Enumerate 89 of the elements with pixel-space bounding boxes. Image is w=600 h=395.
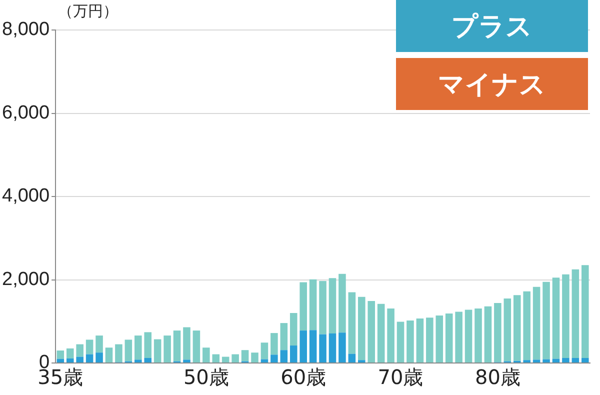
y-tick-label: 6,000 bbox=[2, 102, 50, 124]
bar bbox=[572, 269, 580, 358]
bar bbox=[338, 332, 346, 362]
bar bbox=[154, 339, 162, 362]
bar bbox=[532, 360, 540, 362]
bar bbox=[241, 350, 249, 362]
bar bbox=[348, 354, 356, 362]
bar bbox=[474, 308, 482, 362]
bar bbox=[406, 320, 414, 362]
x-tick-label: 60歳 bbox=[280, 365, 326, 390]
bar bbox=[542, 282, 550, 360]
bar bbox=[183, 360, 190, 362]
bar bbox=[348, 292, 356, 354]
bar bbox=[309, 279, 317, 330]
y-tick-label: 8,000 bbox=[2, 19, 50, 40]
bar bbox=[173, 330, 181, 362]
bar bbox=[202, 348, 210, 362]
bar bbox=[504, 298, 512, 362]
bar bbox=[290, 313, 298, 346]
bar bbox=[212, 354, 220, 362]
bar bbox=[445, 313, 453, 362]
bar bbox=[562, 358, 570, 362]
y-tick-label: 4,000 bbox=[2, 186, 50, 207]
bar bbox=[260, 342, 268, 360]
bar bbox=[300, 282, 307, 331]
bar bbox=[436, 316, 444, 362]
bar bbox=[368, 300, 376, 362]
bar bbox=[396, 322, 404, 362]
bar bbox=[164, 336, 171, 362]
bar bbox=[76, 356, 84, 362]
bar bbox=[134, 360, 142, 362]
bar bbox=[552, 358, 560, 362]
bar bbox=[115, 344, 122, 362]
bar bbox=[455, 312, 462, 362]
y-tick-label: 2,000 bbox=[2, 268, 50, 290]
bar bbox=[96, 352, 103, 362]
bar bbox=[183, 327, 190, 360]
bar bbox=[542, 359, 550, 362]
label-box: マイナス bbox=[396, 58, 588, 110]
x-tick-label: 50歳 bbox=[183, 365, 229, 390]
bar bbox=[300, 330, 307, 362]
bar bbox=[513, 295, 521, 361]
bar bbox=[232, 354, 239, 362]
bar bbox=[56, 350, 64, 359]
bar bbox=[552, 278, 560, 359]
bar bbox=[328, 333, 336, 362]
bar bbox=[86, 354, 94, 362]
bar bbox=[319, 281, 326, 334]
bar bbox=[319, 334, 326, 362]
bar bbox=[280, 350, 288, 362]
bar bbox=[134, 336, 142, 360]
bar bbox=[309, 330, 317, 362]
bar bbox=[523, 291, 530, 360]
label-box: プラス bbox=[396, 0, 588, 52]
bar bbox=[532, 286, 540, 360]
bar bbox=[192, 330, 200, 362]
bar bbox=[144, 332, 152, 358]
bar bbox=[494, 303, 502, 362]
bar bbox=[56, 358, 64, 362]
bar bbox=[280, 323, 288, 350]
bar bbox=[581, 265, 589, 358]
bar bbox=[222, 356, 230, 362]
bar bbox=[464, 310, 472, 362]
bar bbox=[96, 336, 103, 353]
bar bbox=[358, 296, 366, 360]
bar bbox=[270, 333, 278, 355]
bar bbox=[270, 354, 278, 362]
bar bbox=[105, 348, 113, 362]
y-axis-title: （万円） bbox=[58, 2, 118, 21]
bar bbox=[124, 340, 132, 362]
bar bbox=[572, 358, 580, 362]
bar bbox=[76, 344, 84, 357]
x-tick-label: 80歳 bbox=[474, 365, 520, 390]
bar bbox=[66, 348, 74, 358]
bar bbox=[416, 318, 424, 362]
bar bbox=[144, 358, 152, 362]
bar bbox=[387, 308, 394, 362]
bar bbox=[426, 318, 434, 362]
bar bbox=[290, 346, 298, 362]
x-tick-label: 70歳 bbox=[378, 365, 424, 390]
bar bbox=[328, 278, 336, 334]
bar bbox=[86, 340, 94, 354]
bar bbox=[377, 304, 385, 362]
bar bbox=[66, 358, 74, 362]
bar bbox=[562, 274, 570, 358]
bar bbox=[251, 352, 258, 362]
bar bbox=[338, 274, 346, 333]
bar bbox=[581, 358, 589, 362]
bar bbox=[484, 306, 492, 362]
